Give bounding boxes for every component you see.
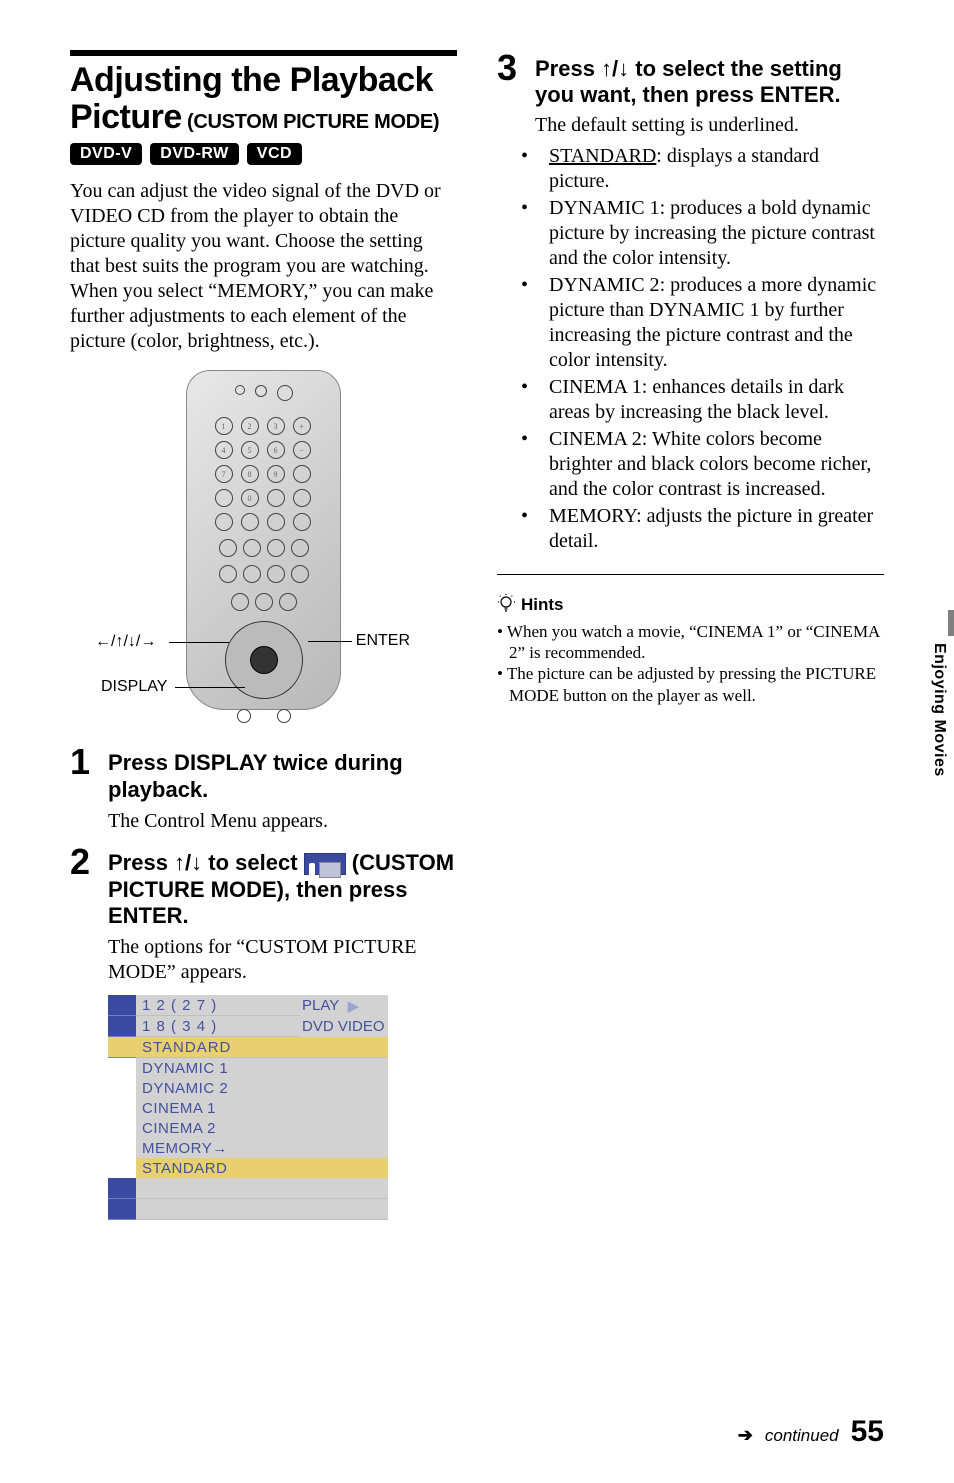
badge-vcd: VCD [247, 143, 302, 165]
osd-panel: 1 2 ( 2 7 ) PLAY ▶ 1 8 ( 3 4 ) DVD VIDEO… [108, 995, 388, 1220]
picture-mode-icon [304, 853, 346, 875]
osd-opt-4: MEMORY→ [136, 1138, 388, 1158]
osd-counter2: 1 8 ( 3 4 ) [136, 1016, 300, 1037]
remote-illustration: 123+ 456− 789 0 ENTER ←/↑/↓/→ DISPLAY [70, 370, 457, 720]
setting-item: • DYNAMIC 2: produces a more dynamic pic… [535, 273, 884, 373]
step-1-body: The Control Menu appears. [108, 809, 457, 834]
osd-current: STANDARD [136, 1037, 388, 1058]
osd-dvd: DVD VIDEO [300, 1016, 388, 1037]
badge-dvdv: DVD-V [70, 143, 142, 165]
setting-item: • DYNAMIC 1: produces a bold dynamic pic… [535, 196, 884, 271]
separator-rule [497, 574, 884, 575]
step-3-intro: The default setting is underlined. [535, 113, 884, 138]
side-tab: Enjoying Movies [924, 610, 954, 810]
setting-item: • CINEMA 2: White colors become brighter… [535, 427, 884, 502]
osd-counter1: 1 2 ( 2 7 ) [136, 995, 300, 1016]
step-2: 2 Press ↑/↓ to select (CUSTOM PICTURE MO… [70, 844, 457, 929]
osd-play: PLAY ▶ [300, 995, 388, 1016]
label-arrows: ←/↑/↓/→ [95, 633, 156, 651]
title-rule [70, 50, 457, 56]
side-tab-text: Enjoying Movies [930, 643, 948, 777]
setting-item: • MEMORY: adjusts the picture in greater… [535, 504, 884, 554]
step-2-head: Press ↑/↓ to select (CUSTOM PICTURE MODE… [108, 850, 457, 929]
hint-item: • When you watch a movie, “CINEMA 1” or … [497, 621, 884, 664]
osd-opt-0: DYNAMIC 1 [136, 1058, 388, 1078]
right-column: 3 Press ↑/↓ to select the setting you wa… [497, 50, 884, 1220]
page-number: 55 [851, 1415, 884, 1449]
osd-selected: STANDARD [136, 1158, 388, 1178]
osd-options: DYNAMIC 1 DYNAMIC 2 CINEMA 1 CINEMA 2 ME… [136, 1058, 388, 1178]
step-1-head: Press DISPLAY twice during playback. [108, 750, 457, 803]
step-3-number: 3 [497, 50, 525, 556]
hints-label: Hints [521, 595, 564, 615]
step-2-number: 2 [70, 844, 98, 929]
badge-row: DVD-V DVD-RW VCD [70, 143, 457, 165]
title-line2: Picture [70, 98, 182, 136]
badge-dvdrw: DVD-RW [150, 143, 238, 165]
bulb-icon [497, 593, 515, 617]
step-3: 3 Press ↑/↓ to select the setting you wa… [497, 50, 884, 556]
step-1-number: 1 [70, 744, 98, 803]
hints-list: • When you watch a movie, “CINEMA 1” or … [497, 621, 884, 706]
osd-opt-3: CINEMA 2 [136, 1118, 388, 1138]
hints-heading: Hints [497, 593, 884, 617]
title-line1: Adjusting the Playback [70, 61, 433, 99]
setting-item: • STANDARD: displays a standard picture. [535, 144, 884, 194]
step-2-head-a: Press ↑/↓ to select [108, 850, 304, 875]
label-display: DISPLAY [101, 678, 167, 696]
osd-opt-1: DYNAMIC 2 [136, 1078, 388, 1098]
hint-item: • The picture can be adjusted by pressin… [497, 663, 884, 706]
osd-opt-2: CINEMA 1 [136, 1098, 388, 1118]
setting-item: • CINEMA 1: enhances details in dark are… [535, 375, 884, 425]
intro-text: You can adjust the video signal of the D… [70, 179, 457, 354]
subtitle: (CUSTOM PICTURE MODE) [182, 111, 439, 133]
settings-list: • STANDARD: displays a standard picture.… [535, 144, 884, 554]
step-2-body: The options for “CUSTOM PICTURE MODE” ap… [108, 935, 457, 985]
left-column: Adjusting the Playback Picture (CUSTOM P… [70, 50, 457, 1220]
step-3-head: Press ↑/↓ to select the setting you want… [535, 56, 884, 109]
arrow-icon: ➔ [738, 1425, 753, 1446]
footer: ➔ continued 55 [738, 1415, 884, 1449]
label-enter: ENTER [356, 632, 410, 650]
step-1: 1 Press DISPLAY twice during playback. [70, 744, 457, 803]
remote-body: 123+ 456− 789 0 ENTER ←/↑/↓/→ DISPLAY [186, 370, 341, 710]
continued-label: continued [765, 1426, 839, 1446]
section-title: Adjusting the Playback Picture (CUSTOM P… [70, 62, 457, 135]
